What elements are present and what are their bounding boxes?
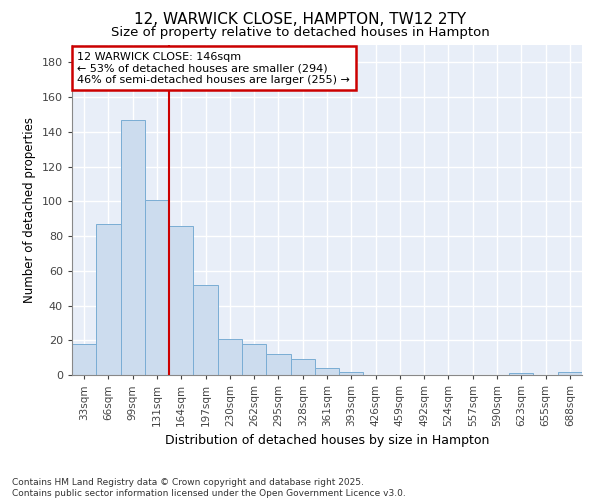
Y-axis label: Number of detached properties: Number of detached properties xyxy=(23,117,36,303)
Bar xyxy=(509,374,533,375)
Bar xyxy=(558,372,582,375)
Bar xyxy=(266,354,290,375)
Bar xyxy=(96,224,121,375)
Bar xyxy=(339,372,364,375)
Bar xyxy=(242,344,266,375)
Bar xyxy=(169,226,193,375)
Text: 12 WARWICK CLOSE: 146sqm
← 53% of detached houses are smaller (294)
46% of semi-: 12 WARWICK CLOSE: 146sqm ← 53% of detach… xyxy=(77,52,350,85)
Bar xyxy=(145,200,169,375)
Bar xyxy=(315,368,339,375)
X-axis label: Distribution of detached houses by size in Hampton: Distribution of detached houses by size … xyxy=(165,434,489,448)
Text: Contains HM Land Registry data © Crown copyright and database right 2025.
Contai: Contains HM Land Registry data © Crown c… xyxy=(12,478,406,498)
Text: Size of property relative to detached houses in Hampton: Size of property relative to detached ho… xyxy=(110,26,490,39)
Bar xyxy=(121,120,145,375)
Bar xyxy=(193,284,218,375)
Bar xyxy=(218,338,242,375)
Bar xyxy=(290,360,315,375)
Text: 12, WARWICK CLOSE, HAMPTON, TW12 2TY: 12, WARWICK CLOSE, HAMPTON, TW12 2TY xyxy=(134,12,466,28)
Bar xyxy=(72,344,96,375)
